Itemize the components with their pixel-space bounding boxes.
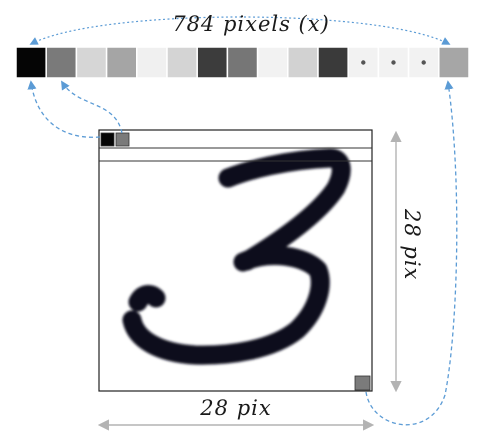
- pixel-cell: [45, 46, 78, 79]
- ellipsis-dot: [391, 60, 396, 65]
- pixel-cell: [256, 46, 289, 79]
- pixel-cell: [196, 46, 229, 79]
- pixel-cell: [317, 46, 349, 79]
- image-height-label: 28 pix: [400, 209, 424, 281]
- vector-length-label: 784 pixels (x): [172, 12, 330, 36]
- second-pixel-mapping-arrow: [61, 80, 123, 134]
- ellipsis-dot: [361, 60, 366, 65]
- image-first-pixel: [100, 132, 115, 147]
- vector-length-arrow: [29, 16, 451, 45]
- image-width-label: 28 pix: [200, 396, 272, 420]
- first-pixel-mapping-arrow: [27, 80, 101, 138]
- pixel-cell: [438, 46, 470, 79]
- last-pixel-mapping-arrow: [365, 80, 458, 426]
- image-second-pixel: [115, 132, 130, 147]
- pixel-cell: [136, 46, 168, 79]
- pixel-cell: [75, 46, 108, 79]
- pixel-cell: [226, 46, 259, 79]
- digit-image: [98, 129, 373, 392]
- pixel-cell: [15, 46, 47, 79]
- pixel-cell: [166, 46, 198, 79]
- ellipsis-dot: [421, 60, 426, 65]
- pixel-cell: [287, 46, 319, 79]
- image-last-pixel: [354, 375, 371, 391]
- pixel-vector-strip: [15, 46, 470, 79]
- pixel-cell: [105, 46, 138, 79]
- digit-three-strokes: [122, 148, 351, 365]
